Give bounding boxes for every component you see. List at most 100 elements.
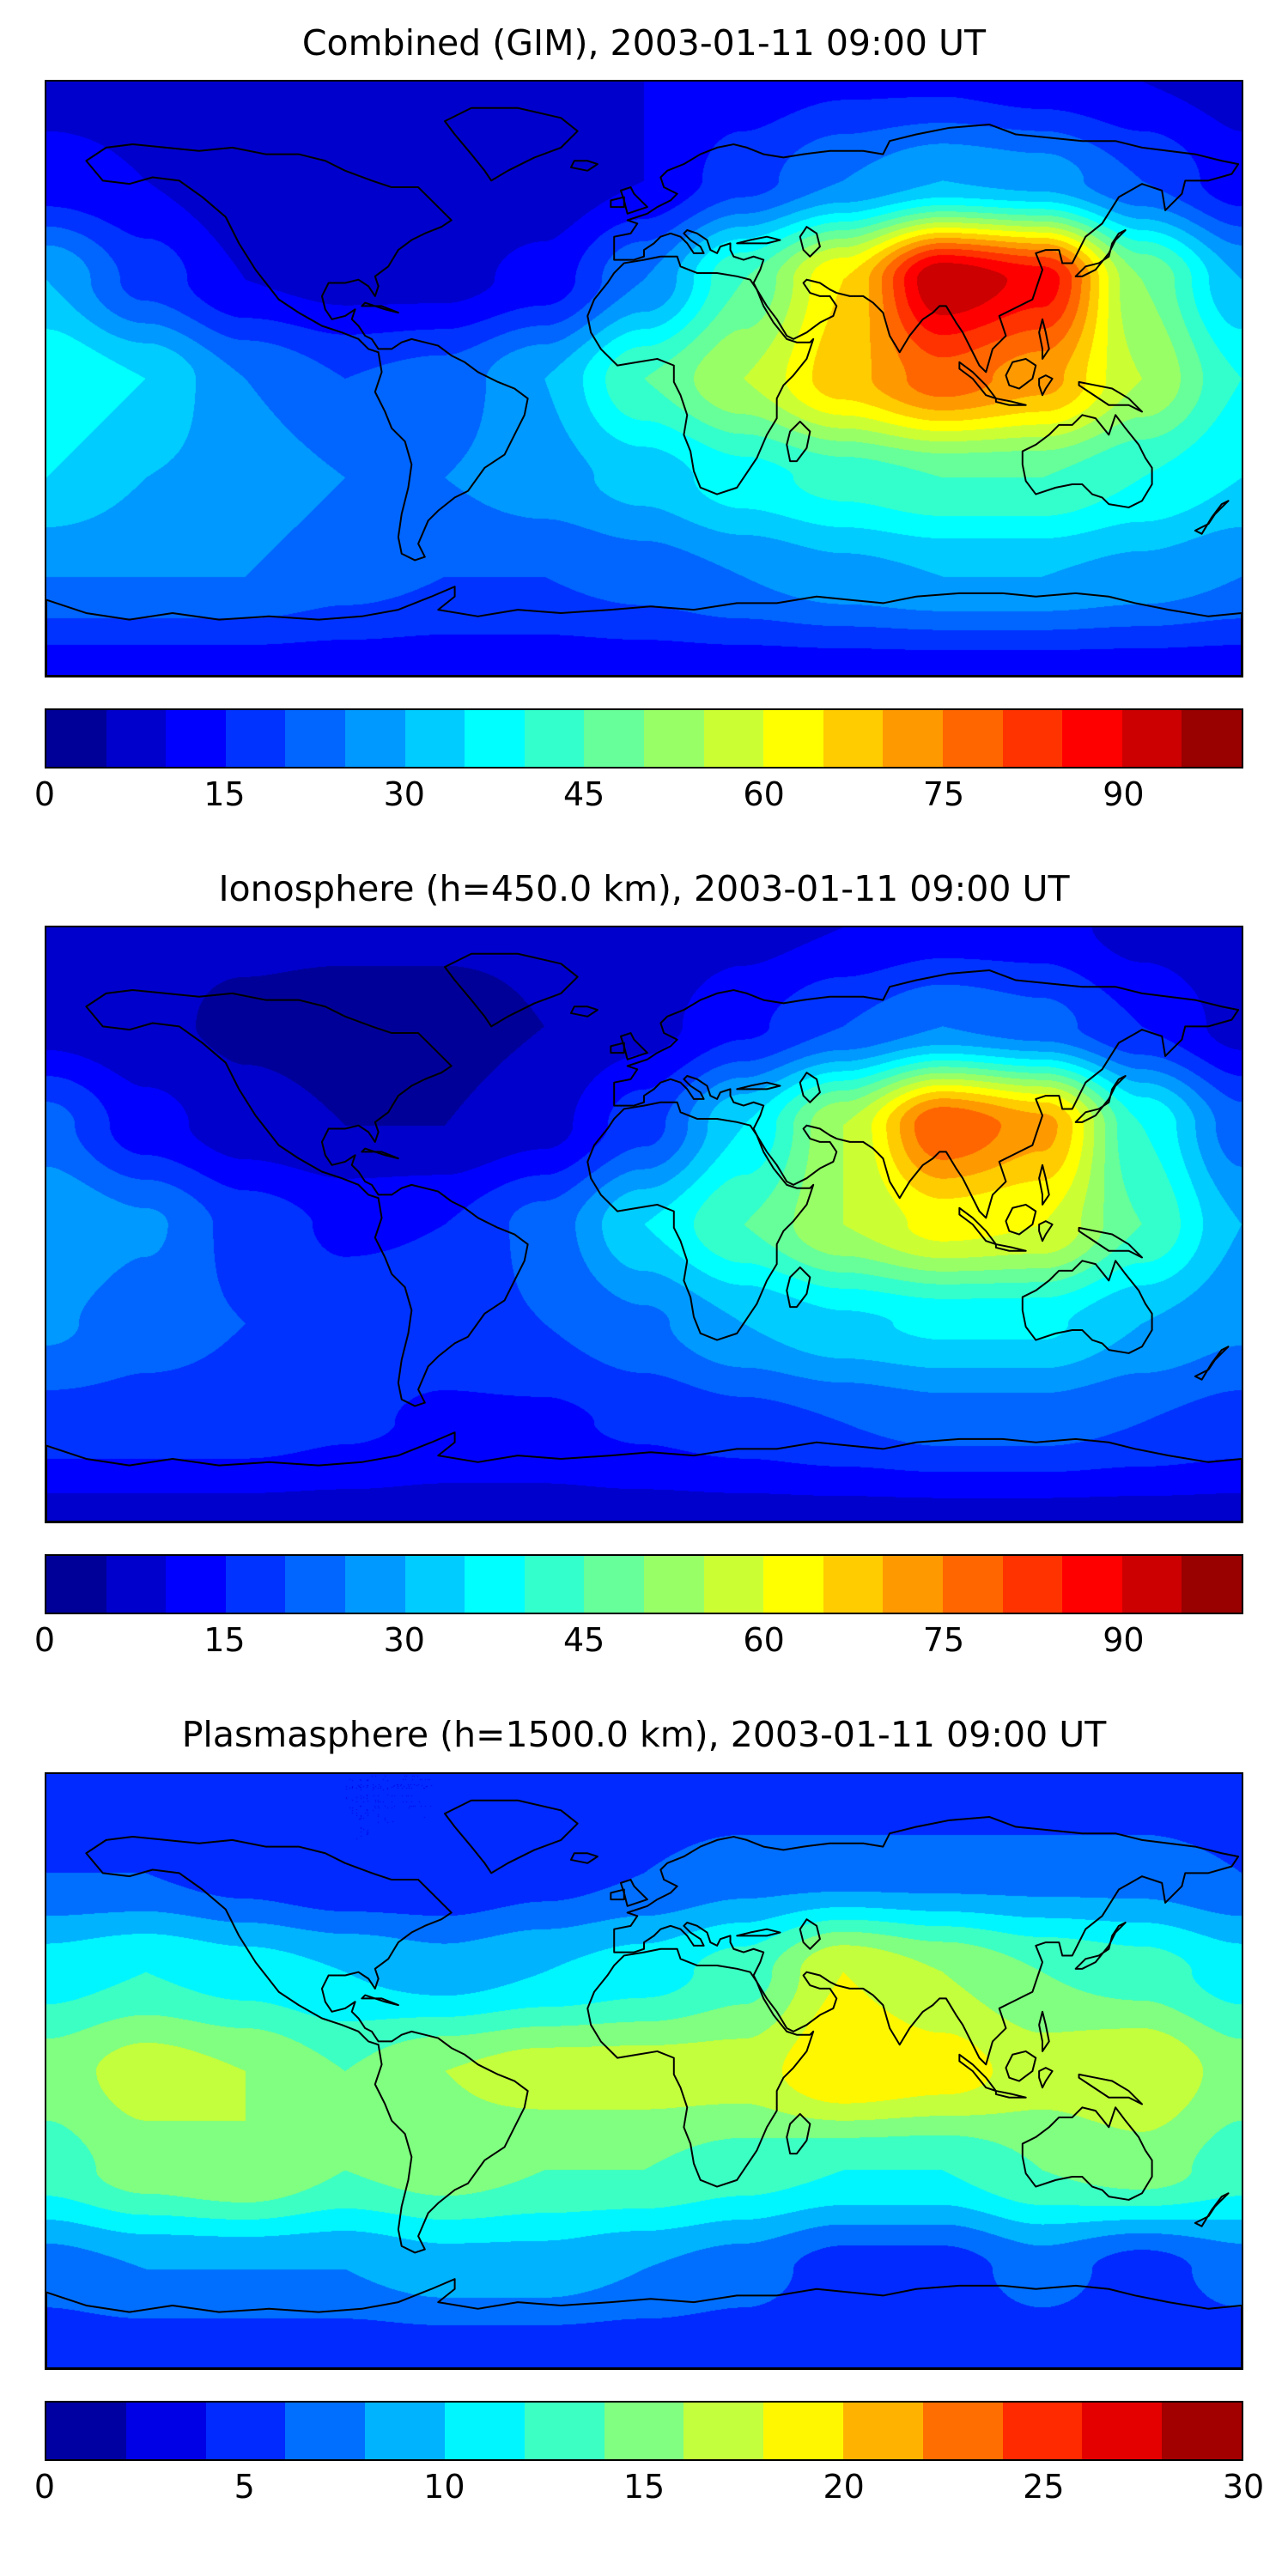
colorbar-segment bbox=[922, 2402, 1003, 2459]
colorbar-tick-label: 45 bbox=[563, 1621, 605, 1660]
colorbar-plasmasphere bbox=[45, 2400, 1243, 2461]
coastline-path bbox=[571, 1853, 598, 1863]
colorbar-segment bbox=[524, 710, 585, 768]
colorbar-segment bbox=[942, 1556, 1003, 1613]
coastline-path bbox=[571, 1007, 598, 1018]
colorbar-segment bbox=[1002, 1556, 1063, 1613]
colorbar-segment bbox=[763, 710, 823, 768]
coastline-path bbox=[361, 1149, 398, 1159]
colorbar-segment bbox=[465, 710, 525, 768]
colorbar-segment bbox=[643, 710, 704, 768]
coastline-path bbox=[800, 227, 820, 257]
coastline-path bbox=[800, 1919, 820, 1949]
colorbar-segment bbox=[942, 710, 1003, 768]
colorbar-ionosphere bbox=[45, 1554, 1243, 1615]
coastline-path bbox=[1039, 1222, 1052, 1242]
figure-tec-maps: Combined (GIM), 2003-01-11 09:00 UT 0 15 3… bbox=[34, 0, 1264, 2518]
colorbar-ticks-combined: 0 15 30 45 60 75 90 bbox=[34, 774, 1243, 825]
coastline-path bbox=[1076, 230, 1126, 276]
coastline-path bbox=[46, 1433, 1242, 1522]
colorbar-segment bbox=[46, 2402, 126, 2459]
colorbar-segment bbox=[225, 1556, 286, 1613]
panel-combined-gim: Combined (GIM), 2003-01-11 09:00 UT 0 15 3… bbox=[34, 22, 1243, 825]
coastline-path bbox=[1039, 319, 1049, 359]
colorbar-segment bbox=[883, 1556, 943, 1613]
colorbar-tick-label: 30 bbox=[383, 775, 425, 814]
coastline-path bbox=[1076, 1923, 1126, 1969]
coastline-path bbox=[86, 990, 527, 1406]
colorbar-segment bbox=[444, 2402, 525, 2459]
colorbar-ticks-plasmasphere: 0 5 10 15 20 25 30 bbox=[34, 2466, 1264, 2518]
colorbar-segment bbox=[1082, 2402, 1163, 2459]
colorbar-segment bbox=[1002, 710, 1063, 768]
panel-plasmasphere: Plasmasphere (h=1500.0 km), 2003-01-11 0… bbox=[34, 1714, 1264, 2518]
colorbar-segment bbox=[763, 2402, 843, 2459]
coastline-path bbox=[445, 1800, 578, 1873]
colorbar-segment bbox=[205, 2402, 286, 2459]
colorbar-segment bbox=[1121, 1556, 1182, 1613]
colorbar-segment bbox=[524, 1556, 585, 1613]
colorbar-segment bbox=[404, 1556, 465, 1613]
colorbar-tick-label: 15 bbox=[204, 1621, 246, 1660]
coastline-path bbox=[1039, 1165, 1049, 1205]
coastline-path bbox=[571, 161, 598, 171]
coastline-path bbox=[361, 1995, 398, 2005]
colorbar-segment bbox=[125, 2402, 206, 2459]
colorbar-segment bbox=[584, 710, 644, 768]
colorbar-segment bbox=[344, 710, 405, 768]
coastline-path bbox=[1023, 2107, 1152, 2200]
colorbar-tick-label: 30 bbox=[383, 1621, 425, 1660]
colorbar-segment bbox=[643, 1556, 704, 1613]
coastline-path bbox=[800, 1073, 820, 1103]
coastline-path bbox=[737, 1929, 780, 1935]
map-combined bbox=[45, 80, 1243, 678]
colorbar-segment bbox=[166, 1556, 226, 1613]
map-plasmasphere bbox=[45, 1771, 1243, 2370]
coastline-path bbox=[996, 2091, 1026, 2098]
colorbar-segment bbox=[823, 710, 884, 768]
panel-ionosphere: Ionosphere (h=450.0 km), 2003-01-11 09:0… bbox=[34, 868, 1243, 1671]
coastline-path bbox=[445, 954, 578, 1027]
colorbar-segment bbox=[1002, 2402, 1083, 2459]
colorbar-segment bbox=[1182, 710, 1242, 768]
colorbar-segment bbox=[1062, 1556, 1122, 1613]
colorbar-segment bbox=[584, 1556, 644, 1613]
coastline-path bbox=[1023, 1261, 1152, 1354]
colorbar-segment bbox=[703, 1556, 764, 1613]
coastline-path bbox=[611, 1889, 623, 1899]
colorbar-segment bbox=[365, 2402, 445, 2459]
colorbar-tick-label: 60 bbox=[743, 775, 785, 814]
coastline-path bbox=[959, 2054, 996, 2090]
colorbar-segment bbox=[106, 1556, 167, 1613]
colorbar-segment bbox=[225, 710, 286, 768]
coastline-path bbox=[614, 1817, 1238, 2064]
colorbar-segment bbox=[285, 710, 345, 768]
colorbar-tick-label: 75 bbox=[922, 1621, 965, 1660]
coastline-path bbox=[1079, 1228, 1142, 1258]
colorbar-tick-label: 15 bbox=[204, 775, 246, 814]
colorbar-segment bbox=[1062, 710, 1122, 768]
tec-field-canvas-plasmasphere bbox=[46, 1773, 1242, 2368]
colorbar-tick-label: 5 bbox=[234, 2467, 255, 2506]
coastline-path bbox=[1079, 382, 1142, 412]
colorbar-segment bbox=[823, 1556, 884, 1613]
chart-title-combined: Combined (GIM), 2003-01-11 09:00 UT bbox=[301, 22, 987, 64]
colorbar-segment bbox=[106, 710, 167, 768]
colorbar-tick-label: 0 bbox=[33, 2467, 56, 2506]
colorbar-segment bbox=[1121, 710, 1182, 768]
coastline-path bbox=[1039, 2068, 1052, 2087]
coastline-path bbox=[1076, 1076, 1126, 1122]
colorbar-segment bbox=[285, 1556, 345, 1613]
colorbar-tick-label: 10 bbox=[423, 2467, 465, 2506]
coastline-path bbox=[587, 1103, 813, 1340]
tec-field-canvas-combined bbox=[46, 82, 1242, 677]
coastline-path bbox=[86, 144, 527, 560]
colorbar-combined bbox=[45, 708, 1243, 769]
colorbar-tick-label: 30 bbox=[1222, 2467, 1265, 2506]
colorbar-tick-label: 75 bbox=[922, 775, 965, 814]
colorbar-segment bbox=[46, 710, 106, 768]
colorbar-tick-label: 25 bbox=[1023, 2467, 1065, 2506]
coastline-path bbox=[996, 1244, 1026, 1251]
colorbar-tick-label: 90 bbox=[1103, 775, 1145, 814]
chart-title-ionosphere: Ionosphere (h=450.0 km), 2003-01-11 09:0… bbox=[218, 868, 1070, 910]
